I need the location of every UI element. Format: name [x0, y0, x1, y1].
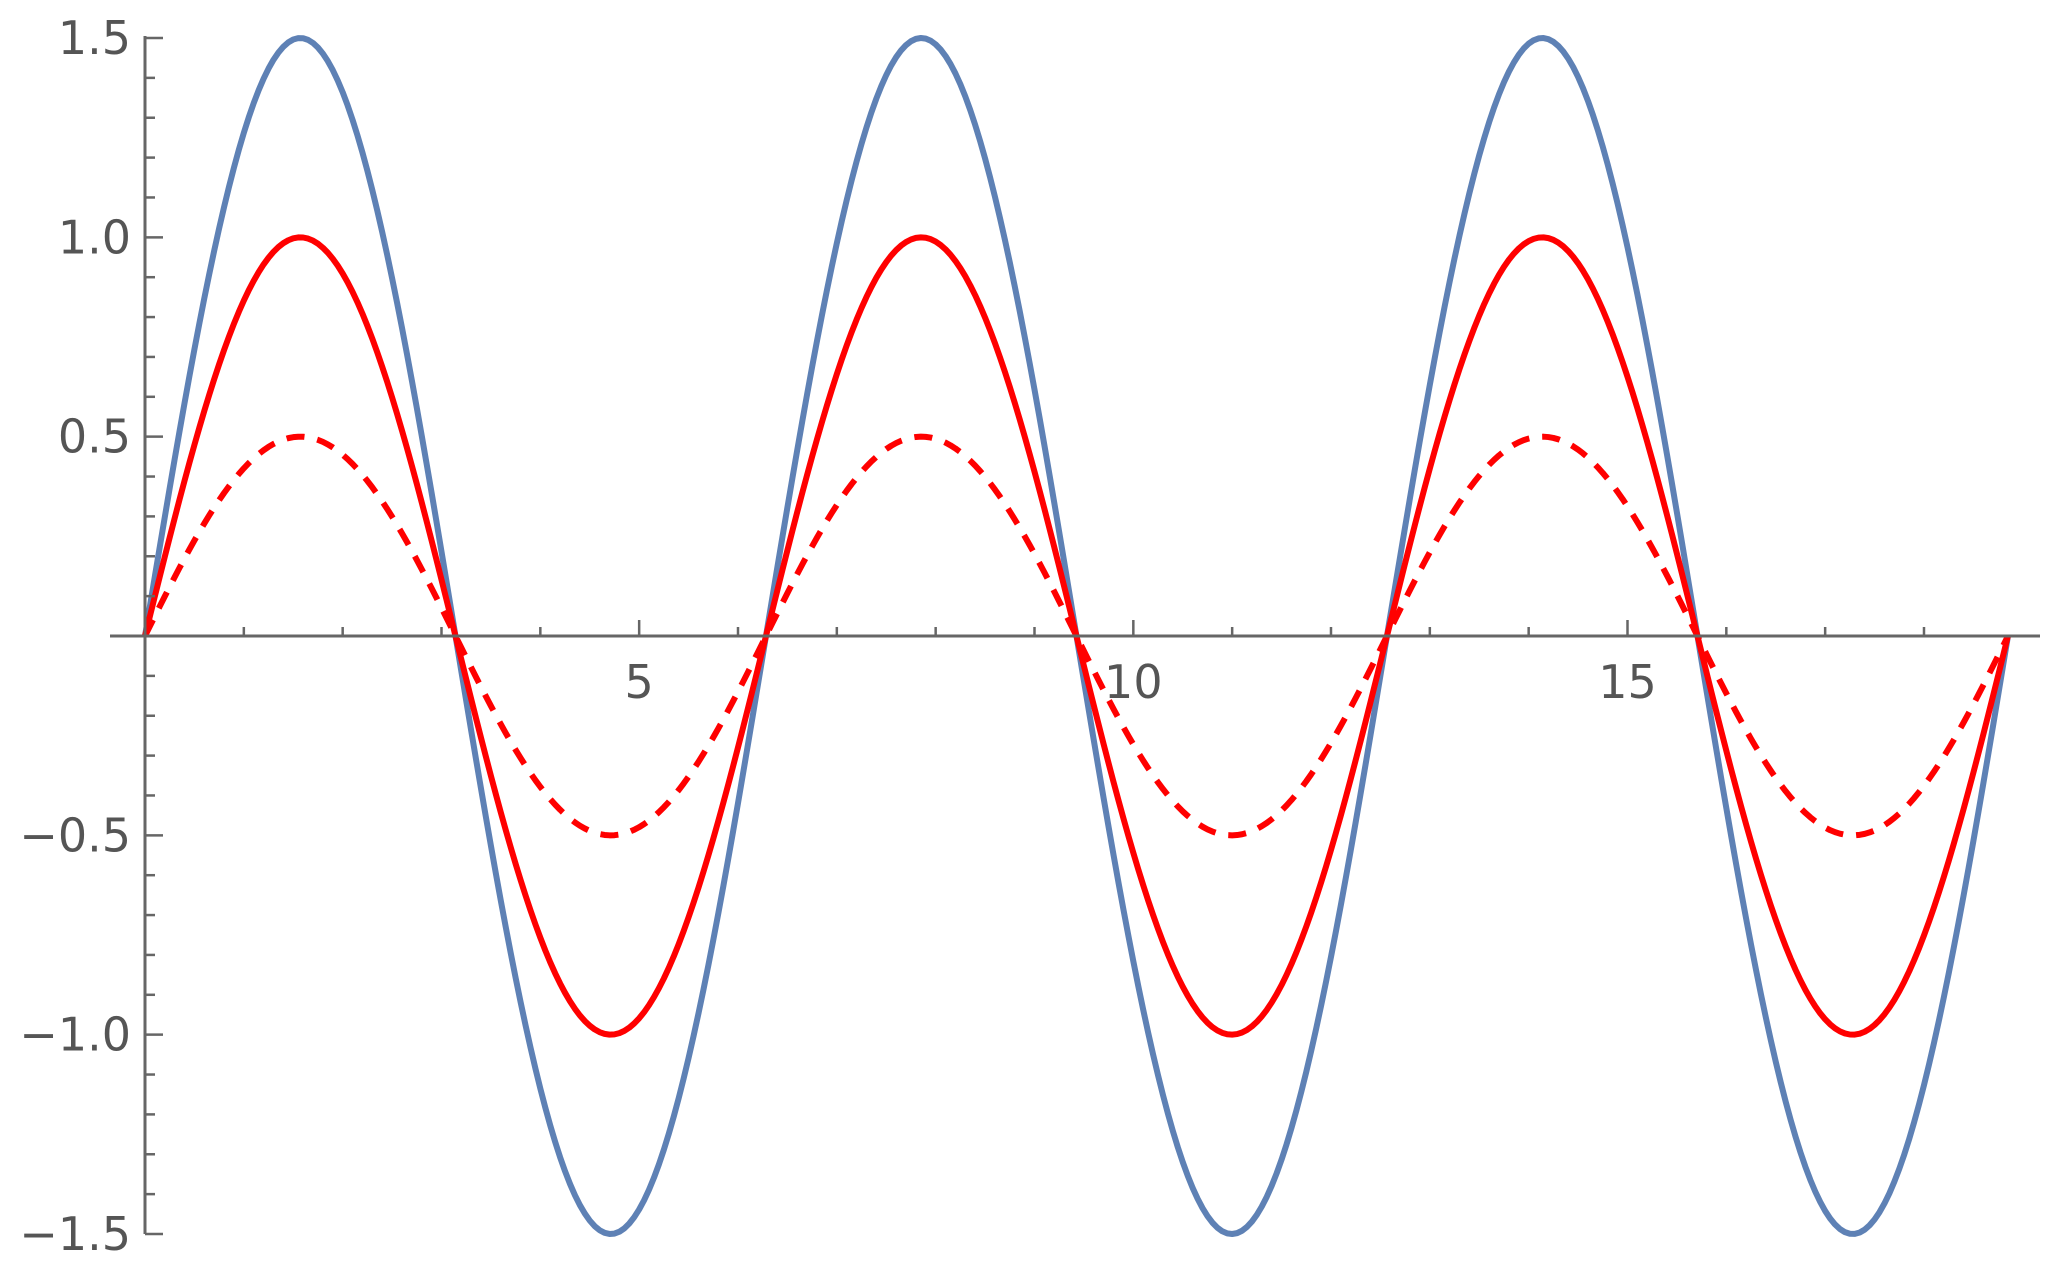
- y-tick-label: 1.0: [58, 210, 131, 264]
- axes-layer: 5 10 15 −1.5 −1.0 −0.5 0.5 1.0 1.5: [19, 11, 2040, 1261]
- y-tick-label: 0.5: [58, 410, 131, 464]
- y-tick-label: −1.0: [19, 1008, 131, 1062]
- y-tick-label: −0.5: [19, 808, 131, 862]
- x-tick-label: 5: [625, 655, 654, 709]
- y-tick-label: −1.5: [19, 1207, 131, 1261]
- x-tick-label: 10: [1104, 655, 1163, 709]
- x-tick-label: 15: [1598, 655, 1657, 709]
- y-tick-label: 1.5: [58, 11, 131, 65]
